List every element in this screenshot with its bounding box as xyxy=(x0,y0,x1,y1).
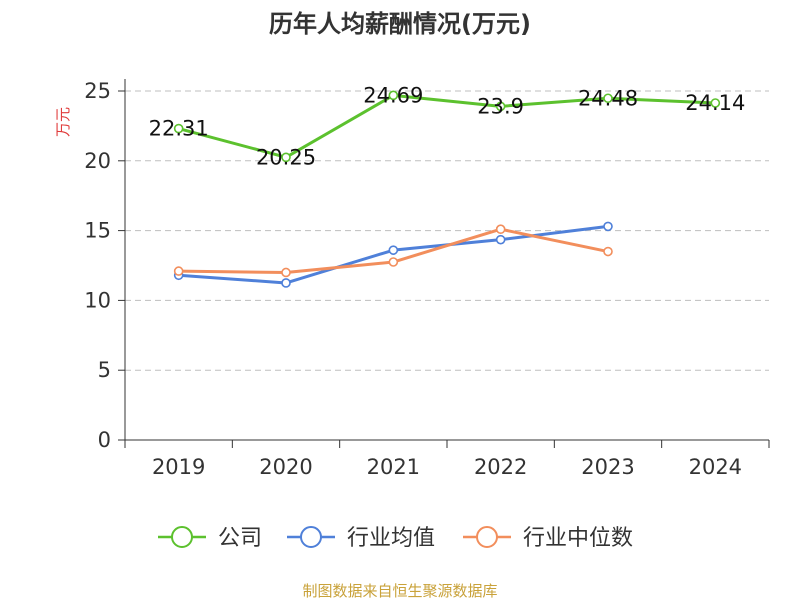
data-point xyxy=(495,234,506,245)
y-tick-label: 20 xyxy=(84,149,111,173)
legend-marker xyxy=(171,526,193,548)
data-point xyxy=(710,98,721,108)
series-line-0 xyxy=(178,93,716,159)
y-tick-label: 0 xyxy=(98,428,111,452)
legend-label: 行业中位数 xyxy=(523,526,633,551)
data-point xyxy=(603,221,613,232)
data-point xyxy=(281,278,291,288)
series-group xyxy=(173,90,721,288)
data-point xyxy=(603,93,613,104)
chart-title: 历年人均薪酬情况(万元) xyxy=(269,10,531,38)
x-tick-label: 2024 xyxy=(689,455,742,479)
data-point xyxy=(388,257,399,267)
data-label: 24.14 xyxy=(685,91,745,115)
data-label: 24.48 xyxy=(578,86,638,110)
source-note: 制图数据来自恒生聚源数据库 xyxy=(302,582,497,600)
grid-lines xyxy=(125,90,769,371)
x-tick-label: 2023 xyxy=(581,455,634,479)
data-label: 24.69 xyxy=(363,83,423,107)
legend-item-2[interactable]: 行业中位数 xyxy=(463,526,633,551)
data-point xyxy=(388,90,399,101)
data-label: 20.25 xyxy=(256,145,316,169)
y-tick-label: 15 xyxy=(84,219,111,243)
data-point xyxy=(173,266,184,276)
data-point xyxy=(281,267,291,278)
x-tick-label: 2019 xyxy=(152,455,205,479)
data-point xyxy=(281,152,291,163)
data-labels: 22.31 20.25 24.69 23.9 24.48 24.14 xyxy=(149,83,746,169)
legend-marker xyxy=(476,526,498,548)
data-point xyxy=(495,224,506,235)
y-tick-label: 25 xyxy=(84,79,111,103)
axes: 0 5 10 15 20 25 2019 2020 2021 2022 2023 2024 xyxy=(84,79,770,479)
data-label: 23.9 xyxy=(477,94,524,118)
y-axis-label: 万元 xyxy=(54,107,72,137)
data-point xyxy=(603,246,613,257)
data-label: 22.31 xyxy=(149,117,209,141)
x-tick-label: 2021 xyxy=(367,455,420,479)
legend-label: 行业均值 xyxy=(347,526,435,551)
legend-item-1[interactable]: 行业均值 xyxy=(287,526,435,551)
legend[interactable]: 公司 行业均值 行业中位数 xyxy=(158,526,633,551)
data-point xyxy=(173,123,184,134)
y-tick-label: 5 xyxy=(98,358,111,382)
y-tick-label: 10 xyxy=(84,288,111,312)
x-tick-label: 2020 xyxy=(259,455,312,479)
legend-marker xyxy=(300,526,322,548)
x-tick-label: 2022 xyxy=(474,455,527,479)
data-point xyxy=(495,101,506,112)
data-point xyxy=(388,245,399,255)
legend-label: 公司 xyxy=(218,526,262,551)
legend-item-0[interactable]: 公司 xyxy=(158,526,262,551)
